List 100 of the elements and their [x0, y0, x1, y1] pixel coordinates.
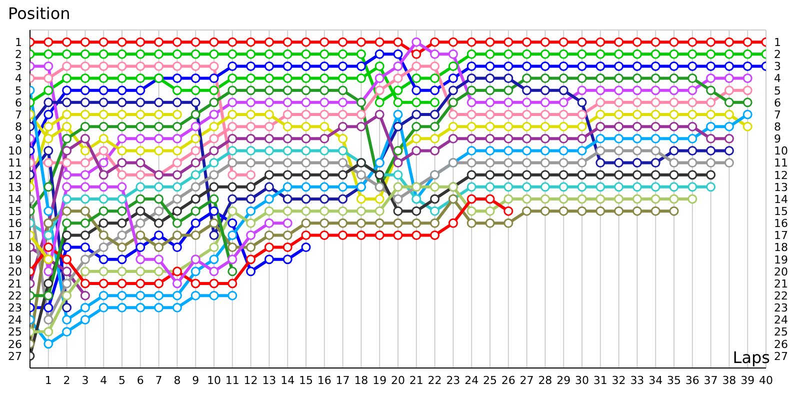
point	[228, 182, 238, 192]
point	[688, 61, 698, 71]
point	[632, 158, 642, 168]
point	[412, 122, 422, 132]
x-tick-label: 31	[593, 374, 608, 387]
point	[724, 86, 734, 96]
point	[320, 49, 330, 59]
point	[98, 278, 108, 288]
point	[154, 242, 164, 252]
point	[172, 218, 182, 228]
point	[62, 146, 72, 156]
x-tick-label: 22	[428, 374, 442, 387]
point	[98, 182, 108, 192]
point	[80, 49, 90, 59]
point	[80, 302, 90, 312]
point	[485, 134, 495, 144]
point	[540, 61, 550, 71]
y-tick-label: 22	[8, 289, 22, 302]
point	[650, 146, 660, 156]
point	[282, 254, 292, 264]
point	[80, 266, 90, 276]
point	[136, 110, 146, 120]
point	[301, 158, 311, 168]
point	[209, 290, 219, 300]
y2-tick-label: 6	[774, 96, 781, 110]
point	[650, 206, 660, 216]
point	[558, 49, 568, 59]
point	[706, 170, 716, 180]
point	[540, 158, 550, 168]
point	[154, 266, 164, 276]
point	[412, 134, 422, 144]
point	[393, 122, 403, 132]
point	[301, 230, 311, 240]
point	[320, 61, 330, 71]
point	[44, 122, 54, 132]
point	[154, 110, 164, 120]
x-tick-label: 25	[483, 374, 497, 387]
point	[596, 194, 606, 204]
point	[44, 158, 54, 168]
x-tick-label: 18	[354, 374, 368, 387]
y2-tick-label: 4	[774, 72, 781, 86]
point	[558, 110, 568, 120]
point	[62, 37, 72, 47]
point	[356, 218, 366, 228]
y-tick-label: 5	[15, 84, 22, 98]
point	[301, 218, 311, 228]
point	[706, 74, 716, 84]
point	[448, 49, 458, 59]
point	[448, 122, 458, 132]
point	[430, 122, 440, 132]
point	[117, 230, 127, 240]
y-tick-label: 17	[8, 229, 22, 242]
point	[596, 74, 606, 84]
point	[98, 194, 108, 204]
point	[80, 278, 90, 288]
point	[301, 206, 311, 216]
point	[44, 339, 54, 349]
point	[632, 61, 642, 71]
point	[558, 74, 568, 84]
point	[577, 158, 587, 168]
point	[62, 170, 72, 180]
point	[136, 302, 146, 312]
x-tick-label: 37	[704, 374, 718, 387]
point	[504, 86, 514, 96]
x-tick-label: 20	[391, 374, 405, 387]
point	[98, 302, 108, 312]
point	[190, 122, 200, 132]
point	[466, 37, 476, 47]
point	[374, 98, 384, 108]
point	[504, 182, 514, 192]
point	[154, 61, 164, 71]
point	[301, 122, 311, 132]
point	[632, 86, 642, 96]
y-tick-label: 12	[8, 168, 22, 182]
point	[596, 49, 606, 59]
y-tick-label: 1	[15, 36, 22, 49]
point	[117, 182, 127, 192]
point	[136, 134, 146, 144]
x-tick-label: 34	[648, 374, 663, 387]
point	[706, 98, 716, 108]
y-axis-title: Position	[8, 4, 70, 23]
point	[412, 37, 422, 47]
point	[117, 146, 127, 156]
x-tick-label: 8	[174, 374, 181, 387]
point	[669, 61, 679, 71]
point	[614, 158, 624, 168]
point	[430, 49, 440, 59]
point	[246, 146, 256, 156]
point	[117, 49, 127, 59]
point	[466, 146, 476, 156]
point	[577, 98, 587, 108]
point	[209, 86, 219, 96]
point	[485, 182, 495, 192]
point	[504, 110, 514, 120]
point	[190, 146, 200, 156]
point	[485, 158, 495, 168]
point	[466, 158, 476, 168]
point	[246, 254, 256, 264]
point	[706, 158, 716, 168]
point	[430, 74, 440, 84]
